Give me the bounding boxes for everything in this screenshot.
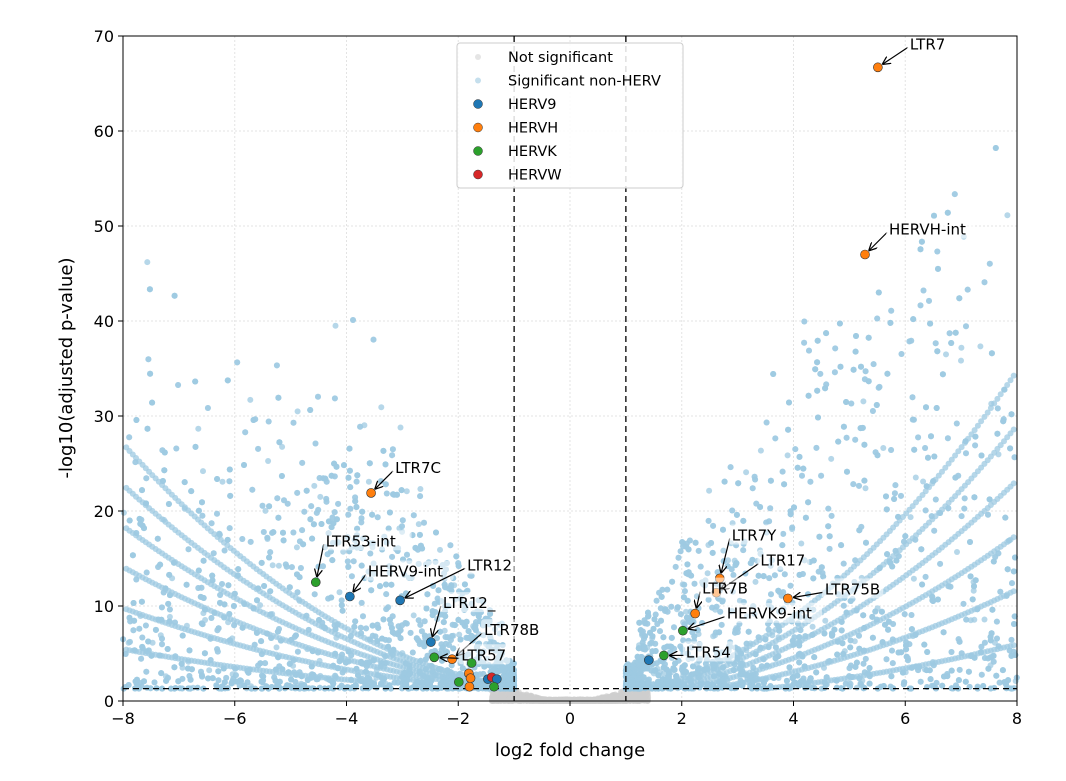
background-point — [912, 474, 919, 481]
background-point — [549, 697, 556, 704]
background-point — [967, 617, 974, 624]
background-point — [503, 690, 510, 696]
background-point — [889, 647, 895, 654]
background-point — [943, 351, 949, 358]
background-point — [637, 695, 644, 702]
background-point — [958, 344, 965, 351]
background-point — [200, 468, 206, 475]
background-point — [353, 478, 360, 485]
background-point — [710, 522, 717, 529]
background-point — [981, 616, 988, 623]
background-point — [275, 562, 282, 569]
background-point — [441, 627, 448, 634]
background-point — [954, 549, 960, 555]
background-point — [937, 560, 944, 567]
background-point — [920, 478, 927, 485]
background-point — [294, 408, 301, 415]
background-point — [456, 631, 463, 638]
background-point — [660, 670, 667, 677]
background-point — [720, 547, 727, 554]
background-point — [527, 692, 534, 699]
background-point — [977, 343, 984, 350]
background-point — [598, 697, 605, 704]
background-point — [828, 455, 835, 462]
background-point — [415, 521, 422, 528]
background-point — [344, 558, 351, 565]
background-point — [757, 447, 764, 454]
background-point — [290, 529, 297, 536]
background-point — [970, 587, 977, 594]
background-point — [262, 507, 269, 514]
background-point — [317, 493, 324, 500]
background-point — [704, 570, 711, 577]
background-point — [257, 602, 264, 609]
background-point — [279, 443, 286, 450]
background-point — [985, 511, 991, 518]
background-point — [311, 482, 318, 489]
background-point — [502, 697, 509, 704]
background-point — [510, 692, 517, 699]
background-point — [437, 546, 443, 553]
background-point — [166, 613, 173, 620]
background-point — [195, 425, 202, 432]
background-point — [958, 357, 964, 364]
background-point — [798, 540, 805, 547]
background-point — [247, 396, 254, 403]
background-point — [822, 617, 829, 624]
background-point — [743, 469, 750, 476]
background-point — [623, 692, 630, 699]
background-point — [410, 612, 417, 619]
background-point — [332, 322, 339, 329]
background-point — [403, 488, 410, 495]
background-point — [668, 603, 675, 610]
background-point — [494, 691, 501, 698]
background-point — [206, 667, 213, 674]
background-point — [144, 259, 151, 266]
background-point — [880, 445, 887, 451]
background-point — [860, 398, 867, 405]
background-point — [908, 612, 915, 618]
background-point — [907, 514, 914, 521]
background-point — [809, 623, 816, 630]
background-point — [706, 487, 713, 494]
background-point — [389, 553, 396, 560]
background-point — [397, 424, 404, 431]
background-point — [862, 485, 869, 492]
background-point — [799, 472, 805, 479]
background-point — [265, 458, 272, 464]
background-point — [365, 478, 372, 485]
background-point — [340, 548, 347, 555]
background-point — [269, 562, 276, 569]
background-point — [683, 608, 689, 615]
background-point — [910, 575, 917, 582]
background-point — [219, 478, 226, 485]
background-point — [605, 694, 612, 701]
background-points — [120, 145, 1020, 704]
background-point — [517, 691, 524, 698]
background-point — [517, 696, 524, 703]
background-point — [273, 644, 280, 651]
background-point — [832, 345, 839, 352]
background-point — [1004, 212, 1011, 219]
background-point — [236, 682, 243, 689]
background-point — [363, 625, 370, 632]
background-point — [336, 589, 343, 596]
background-point — [752, 578, 759, 585]
background-point — [557, 697, 564, 703]
background-point — [293, 544, 300, 551]
background-point — [784, 452, 791, 459]
background-point — [378, 404, 385, 411]
background-point — [1011, 454, 1018, 461]
background-point — [417, 486, 424, 492]
